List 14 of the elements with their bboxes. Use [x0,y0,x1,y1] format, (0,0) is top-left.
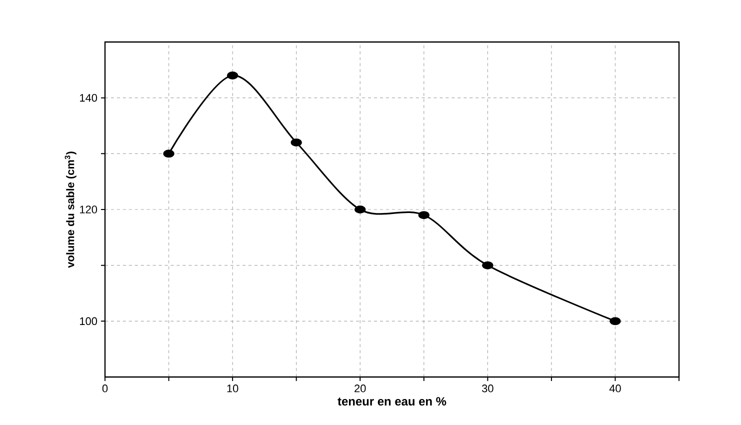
y-axis-title: volume du sable (cm$^{3}$) [64,152,76,268]
point [163,150,174,158]
x-tick-label: 0 [102,384,108,392]
x-tick-label: 40 [609,384,621,392]
point [610,317,621,326]
x-tick-label: 20 [354,384,366,392]
x-tick-label: 10 [227,384,238,392]
y-tick-label: 140 [80,94,98,102]
point [418,211,430,220]
y-tick-label: 100 [80,317,98,326]
y-tick-label: 120 [80,206,98,214]
x-axis-title: teneur en eau en % [338,397,446,406]
x-tick-label: 30 [482,384,494,392]
point [482,261,494,270]
